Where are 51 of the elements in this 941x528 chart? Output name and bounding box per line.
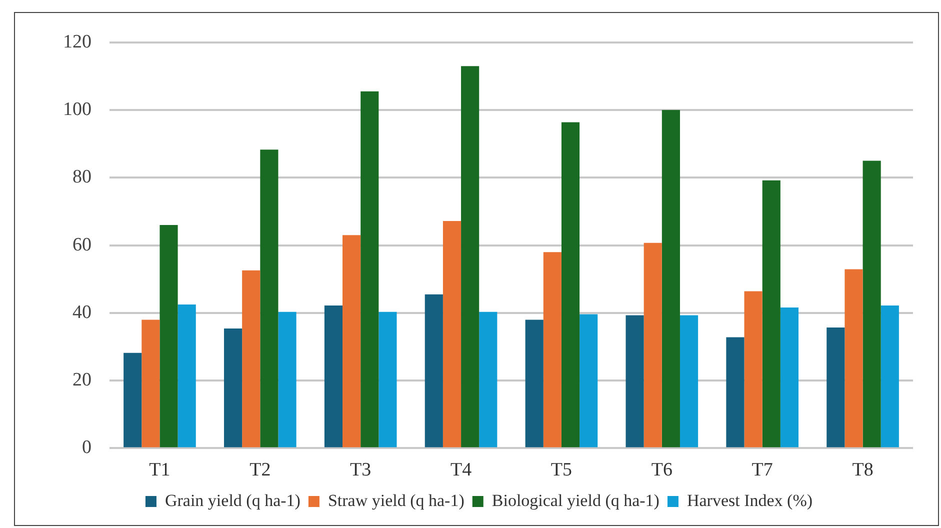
bar <box>442 220 462 448</box>
bar <box>278 312 296 448</box>
bar <box>360 91 379 448</box>
bar <box>124 352 142 448</box>
bar <box>726 337 744 448</box>
bar <box>160 225 178 448</box>
bar <box>543 252 562 448</box>
legend-label: Grain yield (q ha-1) <box>164 490 300 510</box>
x-tick-label: T3 <box>350 460 372 481</box>
x-tick-label: T8 <box>852 460 874 481</box>
y-tick-label: 80 <box>72 166 92 188</box>
bar <box>479 312 498 448</box>
y-tick-label: 60 <box>72 234 92 256</box>
y-tick-label: 100 <box>63 99 92 120</box>
bar <box>580 314 598 448</box>
legend-label: Biological yield (q ha-1) <box>492 490 660 510</box>
bar <box>342 235 361 448</box>
bar <box>242 270 260 448</box>
bar <box>260 150 278 448</box>
x-tick-label: T5 <box>550 460 572 481</box>
bar <box>178 304 196 448</box>
x-tick-label: T7 <box>752 460 773 481</box>
y-tick-label: 0 <box>82 437 92 458</box>
bar <box>378 312 397 448</box>
legend-label: Harvest Index (%) <box>686 490 813 510</box>
legend-label: Straw yield (q ha-1) <box>328 490 464 510</box>
bar <box>142 320 160 448</box>
bar <box>662 110 680 448</box>
x-tick-label: T2 <box>250 460 271 481</box>
bar <box>862 160 881 448</box>
bar <box>780 308 798 448</box>
bar <box>844 269 863 448</box>
y-tick-label: 120 <box>63 31 92 52</box>
y-tick-label: 20 <box>72 370 92 391</box>
x-tick-label: T6 <box>651 460 672 481</box>
bar <box>680 315 698 448</box>
bar <box>880 305 899 448</box>
bar <box>744 291 762 448</box>
bar <box>561 122 580 448</box>
bar <box>826 327 845 448</box>
bar <box>644 242 662 448</box>
x-tick-label: T4 <box>450 460 472 481</box>
bar <box>224 328 242 448</box>
bar <box>324 305 343 448</box>
bar <box>461 66 480 448</box>
bar <box>762 180 780 448</box>
bar <box>626 315 644 448</box>
bar <box>525 320 544 448</box>
x-tick-label: T1 <box>149 460 170 481</box>
y-tick-label: 40 <box>72 302 92 323</box>
bar <box>424 294 443 448</box>
